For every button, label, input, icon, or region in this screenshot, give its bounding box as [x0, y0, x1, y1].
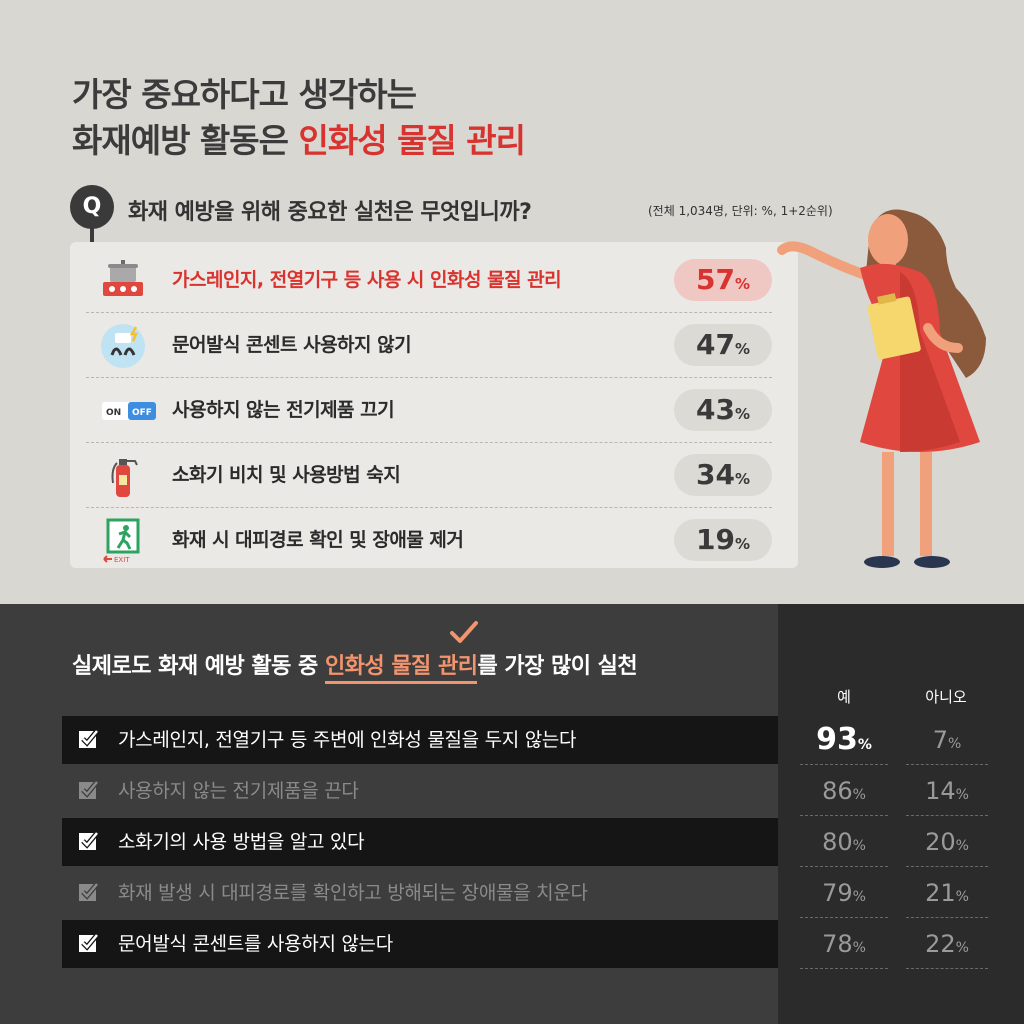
practice-row: 소화기의 사용 방법을 알고 있다 [62, 818, 778, 866]
subhead-suffix: 를 가장 많이 실천 [477, 654, 638, 679]
column-header-yes: 예 [837, 688, 851, 706]
result-unit: % [734, 405, 750, 423]
yes-value-cell: 80% [800, 818, 888, 867]
title-highlight: 인화성 물질 관리 [298, 121, 526, 160]
question-text: 화재 예방을 위해 중요한 실천은 무엇입니까? [128, 200, 532, 225]
title-line-1: 가장 중요하다고 생각하는 [72, 75, 417, 114]
practice-row: 가스레인지, 전열기구 등 주변에 인화성 물질을 두지 않는다 [62, 716, 778, 764]
yes-value: 86 [822, 777, 853, 805]
on-off-switch-icon: ON OFF [102, 402, 156, 420]
yes-unit: % [852, 838, 866, 854]
result-value: 43 [696, 393, 735, 426]
exit-sign-icon: EXIT [103, 518, 140, 564]
yes-value-cell: 78% [800, 920, 888, 969]
checkbox-icon [79, 729, 99, 748]
result-row: EXIT 화재 시 대피경로 확인 및 장애물 제거 19% [86, 508, 772, 572]
subhead-prefix: 실제로도 화재 예방 활동 중 [72, 654, 325, 679]
no-value-cell: 20% [906, 818, 988, 867]
title-line-2: 화재예방 활동은 인화성 물질 관리 [72, 118, 526, 164]
result-unit: % [734, 340, 750, 358]
result-row: 문어발식 콘센트 사용하지 않기 47% [86, 313, 772, 378]
no-value: 22 [925, 930, 956, 958]
page-title: 가장 중요하다고 생각하는 화재예방 활동은 인화성 물질 관리 [72, 72, 526, 164]
no-unit: % [955, 940, 969, 956]
practice-label: 소화기의 사용 방법을 알고 있다 [118, 831, 365, 853]
result-value-pill: 19% [674, 519, 772, 561]
no-unit: % [955, 787, 969, 803]
switch-on-label: ON [106, 408, 121, 418]
no-unit: % [955, 838, 969, 854]
result-value: 47 [696, 328, 735, 361]
result-label: 문어발식 콘센트 사용하지 않기 [172, 334, 412, 356]
practice-label: 화재 발생 시 대피경로를 확인하고 방해되는 장애물을 치운다 [118, 882, 588, 904]
practice-label: 사용하지 않는 전기제품을 끈다 [118, 780, 359, 802]
result-value: 34 [696, 458, 735, 491]
survey-result-card: 가스레인지, 전열기구 등 사용 시 인화성 물질 관리 57% 문어발식 콘센… [70, 242, 798, 568]
section-subheading: 실제로도 화재 예방 활동 중 인화성 물질 관리를 가장 많이 실천 [72, 648, 638, 684]
result-value: 19 [696, 523, 735, 556]
yes-value-cell: 79% [800, 869, 888, 918]
stove-icon [103, 260, 143, 296]
no-value: 7 [932, 726, 948, 754]
no-value: 14 [925, 777, 956, 805]
no-value: 21 [925, 879, 956, 907]
result-label: 화재 시 대피경로 확인 및 장애물 제거 [172, 529, 464, 551]
no-unit: % [955, 889, 969, 905]
no-unit: % [947, 736, 962, 752]
fire-extinguisher-icon [111, 459, 138, 497]
switch-off-label: OFF [132, 408, 152, 418]
values-panel [778, 604, 1024, 1024]
yes-unit: % [852, 940, 866, 956]
no-value: 20 [925, 828, 956, 856]
presenter-illustration [777, 209, 986, 568]
practice-label: 가스레인지, 전열기구 등 주변에 인화성 물질을 두지 않는다 [118, 729, 577, 751]
checkbox-icon [79, 831, 99, 850]
checkbox-icon [79, 780, 99, 799]
no-value-cell: 7% [906, 716, 988, 765]
no-value-cell: 21% [906, 869, 988, 918]
result-value-pill: 57% [674, 259, 772, 301]
result-value-pill: 43% [674, 389, 772, 431]
result-label: 소화기 비치 및 사용방법 숙지 [172, 464, 401, 486]
result-row: 가스레인지, 전열기구 등 사용 시 인화성 물질 관리 57% [86, 248, 772, 313]
practice-label: 문어발식 콘센트를 사용하지 않는다 [118, 933, 393, 955]
no-value-cell: 22% [906, 920, 988, 969]
yes-value: 80 [822, 828, 853, 856]
multi-plug-icon [101, 324, 145, 368]
result-unit: % [734, 470, 750, 488]
result-label: 사용하지 않는 전기제품 끄기 [172, 399, 395, 421]
practice-row: 문어발식 콘센트를 사용하지 않는다 [62, 920, 778, 968]
checkbox-icon [79, 933, 99, 952]
result-unit: % [734, 275, 750, 293]
yes-value-cell: 86% [800, 767, 888, 816]
yes-unit: % [852, 889, 866, 905]
subhead-highlight: 인화성 물질 관리 [324, 654, 478, 684]
column-header-no: 아니오 [925, 688, 967, 706]
yes-value: 79 [822, 879, 853, 907]
question-badge-stem [90, 228, 94, 242]
check-icon [450, 621, 478, 643]
result-row: ON OFF 사용하지 않는 전기제품 끄기 43% [86, 378, 772, 443]
yes-value-cell: 93% [800, 716, 888, 765]
yes-value: 78 [822, 930, 853, 958]
title-line-2-prefix: 화재예방 활동은 [72, 121, 299, 160]
result-value: 57 [696, 263, 735, 296]
result-value-pill: 34% [674, 454, 772, 496]
yes-value: 93 [816, 722, 858, 757]
question-badge: Q [70, 185, 114, 229]
yes-unit: % [852, 787, 866, 803]
result-row: 소화기 비치 및 사용방법 숙지 34% [86, 443, 772, 508]
checkbox-icon [79, 882, 99, 901]
question-note: (전체 1,034명, 단위: %, 1+2순위) [648, 204, 833, 218]
no-value-cell: 14% [906, 767, 988, 816]
result-label: 가스레인지, 전열기구 등 사용 시 인화성 물질 관리 [172, 269, 562, 291]
practice-row: 사용하지 않는 전기제품을 끈다 [62, 767, 778, 815]
result-value-pill: 47% [674, 324, 772, 366]
result-unit: % [734, 535, 750, 553]
exit-sign-label: EXIT [114, 556, 130, 564]
practice-row: 화재 발생 시 대피경로를 확인하고 방해되는 장애물을 치운다 [62, 869, 778, 917]
yes-unit: % [857, 737, 872, 753]
